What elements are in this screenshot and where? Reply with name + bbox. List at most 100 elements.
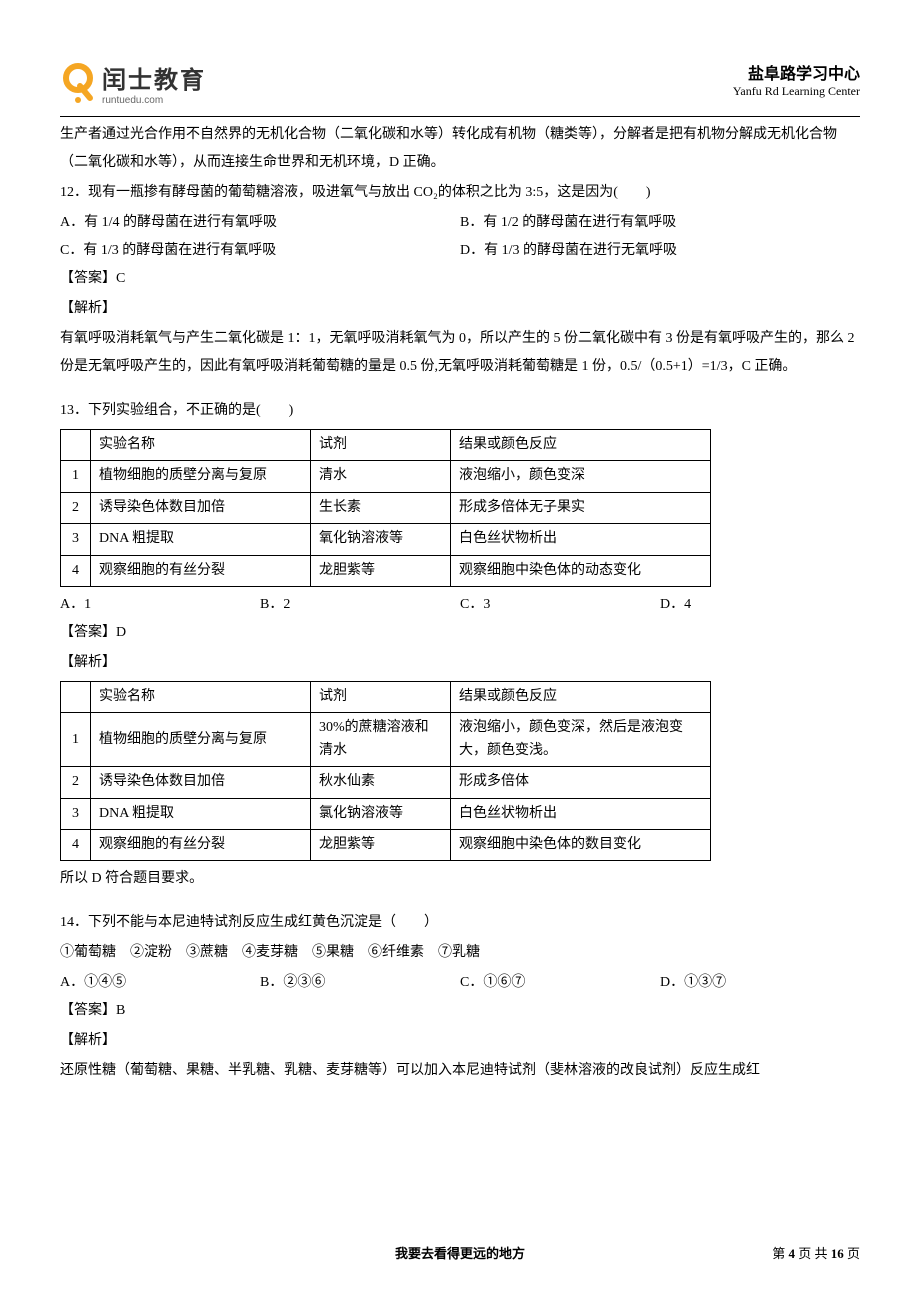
logo-icon (60, 62, 96, 104)
spacer (60, 383, 860, 397)
table-cell: 1 (61, 461, 91, 492)
q13-option-b: B．2 (260, 591, 460, 619)
table-cell: 4 (61, 829, 91, 860)
page-prefix: 第 (772, 1246, 788, 1261)
q12-stem: 12．现有一瓶掺有酵母菌的葡萄糖溶液，吸进氧气与放出 CO₂的体积之比为 3:5… (60, 179, 860, 207)
document-body: 生产者通过光合作用不自然界的无机化合物（二氧化碳和水等）转化成有机物（糖类等），… (60, 121, 860, 1085)
table-cell: 白色丝状物析出 (451, 524, 711, 555)
table-cell: 3 (61, 798, 91, 829)
spacer (60, 895, 860, 909)
table-cell: DNA 粗提取 (91, 524, 311, 555)
table-cell: 30%的蔗糖溶液和清水 (311, 713, 451, 767)
intro-paragraph: 生产者通过光合作用不自然界的无机化合物（二氧化碳和水等）转化成有机物（糖类等），… (60, 121, 860, 177)
table-row: 2 诱导染色体数目加倍 秋水仙素 形成多倍体 (61, 767, 711, 798)
table-cell: 氧化钠溶液等 (311, 524, 451, 555)
table-cell: 诱导染色体数目加倍 (91, 492, 311, 523)
table-cell: 观察细胞中染色体的动态变化 (451, 555, 711, 586)
q14-option-c: C．①⑥⑦ (460, 969, 660, 997)
footer-slogan: 我要去看得更远的地方 (395, 1243, 525, 1262)
table-cell: 生长素 (311, 492, 451, 523)
q13-table2: 实验名称 试剂 结果或颜色反应 1 植物细胞的质壁分离与复原 30%的蔗糖溶液和… (60, 681, 711, 861)
q12-options-row1: A．有 1/4 的酵母菌在进行有氧呼吸 B．有 1/2 的酵母菌在进行有氧呼吸 (60, 209, 860, 237)
learning-center: 盐阜路学习中心 Yanfu Rd Learning Center (733, 60, 860, 99)
q13-conclusion: 所以 D 符合题目要求。 (60, 865, 860, 893)
table-cell: 氯化钠溶液等 (311, 798, 451, 829)
q14-stem: 14．下列不能与本尼迪特试剂反应生成红黄色沉淀是（ ） (60, 909, 860, 937)
table-cell: 龙胆紫等 (311, 555, 451, 586)
q13-stem: 13．下列实验组合，不正确的是( ) (60, 397, 860, 425)
table-cell: 诱导染色体数目加倍 (91, 767, 311, 798)
table-cell: 植物细胞的质壁分离与复原 (91, 713, 311, 767)
table-row: 1 植物细胞的质壁分离与复原 30%的蔗糖溶液和清水 液泡缩小，颜色变深，然后是… (61, 713, 711, 767)
table-cell: 观察细胞的有丝分裂 (91, 829, 311, 860)
page-total: 16 (831, 1246, 844, 1261)
table-row: 实验名称 试剂 结果或颜色反应 (61, 681, 711, 712)
q12-option-b: B．有 1/2 的酵母菌在进行有氧呼吸 (460, 209, 860, 237)
table-cell: 植物细胞的质壁分离与复原 (91, 461, 311, 492)
q14-option-a: A．①④⑤ (60, 969, 260, 997)
page-header: 闰士教育 runtuedu.com 盐阜路学习中心 Yanfu Rd Learn… (60, 60, 860, 106)
q13-options: A．1 B．2 C．3 D．4 (60, 591, 860, 619)
q13-option-c: C．3 (460, 591, 660, 619)
q14-option-d: D．①③⑦ (660, 969, 860, 997)
table-row: 实验名称 试剂 结果或颜色反应 (61, 430, 711, 461)
table-cell: 试剂 (311, 430, 451, 461)
table-row: 1 植物细胞的质壁分离与复原 清水 液泡缩小，颜色变深 (61, 461, 711, 492)
table-row: 2 诱导染色体数目加倍 生长素 形成多倍体无子果实 (61, 492, 711, 523)
table-cell: 形成多倍体无子果实 (451, 492, 711, 523)
q13-option-a: A．1 (60, 591, 260, 619)
logo-cn: 闰士教育 (102, 60, 206, 95)
table-cell: 观察细胞中染色体的数目变化 (451, 829, 711, 860)
q13-analysis-label: 【解析】 (60, 649, 860, 677)
logo-url: runtuedu.com (102, 95, 206, 106)
table-row: 3 DNA 粗提取 氯化钠溶液等 白色丝状物析出 (61, 798, 711, 829)
table-cell: DNA 粗提取 (91, 798, 311, 829)
q12-answer: 【答案】C (60, 265, 860, 293)
q12-options-row2: C．有 1/3 的酵母菌在进行有氧呼吸 D．有 1/3 的酵母菌在进行无氧呼吸 (60, 237, 860, 265)
table-cell: 3 (61, 524, 91, 555)
table-cell: 液泡缩小，颜色变深 (451, 461, 711, 492)
logo-text: 闰士教育 runtuedu.com (102, 60, 206, 106)
q14-options: A．①④⑤ B．②③⑥ C．①⑥⑦ D．①③⑦ (60, 969, 860, 997)
center-name-cn: 盐阜路学习中心 (733, 60, 860, 84)
table-cell: 结果或颜色反应 (451, 681, 711, 712)
q12-option-d: D．有 1/3 的酵母菌在进行无氧呼吸 (460, 237, 860, 265)
table-cell: 实验名称 (91, 681, 311, 712)
q14-answer: 【答案】B (60, 997, 860, 1025)
q13-answer: 【答案】D (60, 619, 860, 647)
table-cell: 清水 (311, 461, 451, 492)
table-cell: 试剂 (311, 681, 451, 712)
q12-option-c: C．有 1/3 的酵母菌在进行有氧呼吸 (60, 237, 460, 265)
q14-analysis-label: 【解析】 (60, 1027, 860, 1055)
footer-page: 第 4 页 共 16 页 (772, 1243, 860, 1262)
table-cell: 液泡缩小，颜色变深，然后是液泡变大，颜色变浅。 (451, 713, 711, 767)
q13-table1: 实验名称 试剂 结果或颜色反应 1 植物细胞的质壁分离与复原 清水 液泡缩小，颜… (60, 429, 711, 587)
center-name-en: Yanfu Rd Learning Center (733, 84, 860, 99)
table-row: 4 观察细胞的有丝分裂 龙胆紫等 观察细胞中染色体的动态变化 (61, 555, 711, 586)
header-divider (60, 116, 860, 117)
table-cell: 实验名称 (91, 430, 311, 461)
table-cell: 4 (61, 555, 91, 586)
table-row: 4 观察细胞的有丝分裂 龙胆紫等 观察细胞中染色体的数目变化 (61, 829, 711, 860)
table-cell (61, 430, 91, 461)
table-cell: 观察细胞的有丝分裂 (91, 555, 311, 586)
table-cell: 结果或颜色反应 (451, 430, 711, 461)
q12-analysis-label: 【解析】 (60, 295, 860, 323)
table-cell: 龙胆紫等 (311, 829, 451, 860)
page-mid: 页 共 (795, 1246, 831, 1261)
page-footer: 我要去看得更远的地方 第 4 页 共 16 页 (60, 1243, 860, 1262)
table-cell: 秋水仙素 (311, 767, 451, 798)
q13-option-d: D．4 (660, 591, 860, 619)
q14-analysis: 还原性糖（葡萄糖、果糖、半乳糖、乳糖、麦芽糖等）可以加入本尼迪特试剂（斐林溶液的… (60, 1057, 860, 1085)
table-cell: 2 (61, 492, 91, 523)
table-row: 3 DNA 粗提取 氧化钠溶液等 白色丝状物析出 (61, 524, 711, 555)
q12-analysis: 有氧呼吸消耗氧气与产生二氧化碳是 1：1，无氧呼吸消耗氧气为 0，所以产生的 5… (60, 325, 860, 381)
page-suffix: 页 (844, 1246, 860, 1261)
logo: 闰士教育 runtuedu.com (60, 60, 206, 106)
table-cell: 白色丝状物析出 (451, 798, 711, 829)
table-cell: 形成多倍体 (451, 767, 711, 798)
q12-option-a: A．有 1/4 的酵母菌在进行有氧呼吸 (60, 209, 460, 237)
table-cell: 2 (61, 767, 91, 798)
q14-items: ①葡萄糖 ②淀粉 ③蔗糖 ④麦芽糖 ⑤果糖 ⑥纤维素 ⑦乳糖 (60, 939, 860, 967)
q14-option-b: B．②③⑥ (260, 969, 460, 997)
